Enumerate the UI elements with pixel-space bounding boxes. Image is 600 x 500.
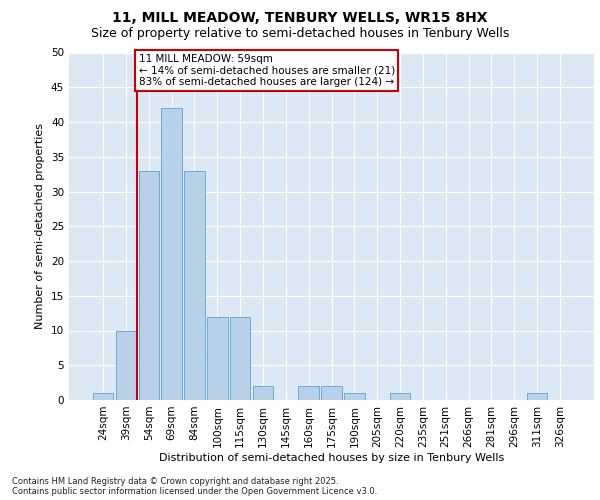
Bar <box>139 170 159 400</box>
Bar <box>184 170 205 400</box>
Text: Contains HM Land Registry data © Crown copyright and database right 2025.
Contai: Contains HM Land Registry data © Crown c… <box>12 476 377 496</box>
Bar <box>253 386 273 400</box>
Bar <box>207 316 227 400</box>
Bar <box>230 316 250 400</box>
Bar <box>161 108 182 400</box>
Text: Size of property relative to semi-detached houses in Tenbury Wells: Size of property relative to semi-detach… <box>91 28 509 40</box>
Text: 11, MILL MEADOW, TENBURY WELLS, WR15 8HX: 11, MILL MEADOW, TENBURY WELLS, WR15 8HX <box>112 11 488 25</box>
Bar <box>321 386 342 400</box>
Bar <box>344 393 365 400</box>
Bar <box>298 386 319 400</box>
X-axis label: Distribution of semi-detached houses by size in Tenbury Wells: Distribution of semi-detached houses by … <box>159 452 504 462</box>
Bar <box>527 393 547 400</box>
Text: 11 MILL MEADOW: 59sqm
← 14% of semi-detached houses are smaller (21)
83% of semi: 11 MILL MEADOW: 59sqm ← 14% of semi-deta… <box>139 54 395 87</box>
Bar <box>93 393 113 400</box>
Y-axis label: Number of semi-detached properties: Number of semi-detached properties <box>35 123 46 329</box>
Bar <box>390 393 410 400</box>
Bar <box>116 330 136 400</box>
